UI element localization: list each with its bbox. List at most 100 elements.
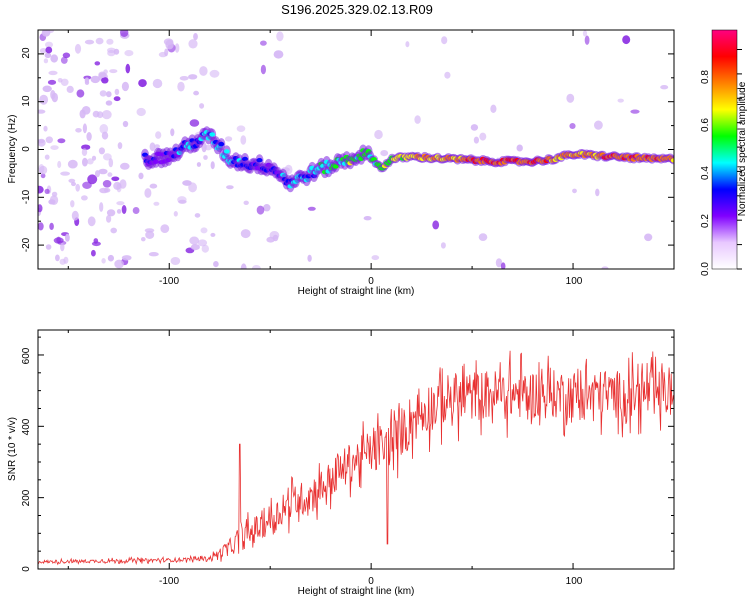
spectrogram-noise-blob bbox=[38, 164, 45, 174]
spectrogram-noise-blob bbox=[60, 242, 65, 252]
spectrogram-noise-blob bbox=[263, 204, 271, 212]
spectrogram-noise-blob bbox=[101, 131, 109, 140]
spectrogram-noise-blob bbox=[38, 139, 45, 144]
spectrogram-noise-blob bbox=[178, 199, 187, 204]
spectrogram-noise-blob bbox=[154, 144, 160, 149]
spectrogram-noise-blob bbox=[74, 43, 82, 54]
spectrogram-noise-blob bbox=[99, 202, 104, 212]
spectrogram-y-label: Frequency (Hz) bbox=[7, 115, 18, 184]
spectrogram-noise-blob bbox=[193, 33, 198, 41]
spectrogram-noise-blob bbox=[148, 252, 159, 257]
spectrogram-noise-blob bbox=[99, 90, 107, 97]
spectrogram-noise-blob bbox=[121, 81, 129, 92]
spectrogram-noise-blob bbox=[50, 145, 59, 151]
spectrogram-noise-blob bbox=[405, 41, 410, 48]
spectrogram-noise-blob bbox=[101, 77, 109, 84]
spectrogram-noise-blob bbox=[209, 69, 220, 78]
spectrogram-noise-blob bbox=[210, 232, 216, 237]
spectrogram-noise-blob bbox=[86, 132, 92, 141]
spectrogram-noise-blob bbox=[42, 85, 52, 93]
spectrogram-noise-blob bbox=[414, 115, 421, 124]
colorbar-tick-0.6: 0.6 bbox=[700, 118, 711, 132]
spectrogram-noise-blob bbox=[57, 160, 62, 169]
spectrogram-noise-blob bbox=[50, 54, 58, 63]
spectrogram-noise-blob bbox=[145, 230, 155, 239]
spectrogram-noise-blob bbox=[101, 110, 112, 120]
spectrogram-noise-blob bbox=[106, 91, 112, 98]
colorbar-tick-0.2: 0.2 bbox=[700, 214, 711, 228]
spectrogram-noise-blob bbox=[107, 172, 113, 177]
spectrogram-noise-blob bbox=[260, 40, 267, 46]
spectrogram-noise-blob bbox=[644, 233, 653, 242]
spectrogram-noise-blob bbox=[190, 244, 200, 251]
spectrogram-noise-blob bbox=[594, 120, 603, 130]
spectrogram-ridge-core bbox=[332, 164, 339, 169]
spectrogram-noise-blob bbox=[272, 234, 279, 242]
snr-y-tick-200: 200 bbox=[21, 489, 32, 506]
spectrogram-noise-blob bbox=[86, 158, 94, 165]
snr-series-line bbox=[38, 350, 674, 566]
spectrogram-noise-blob bbox=[114, 88, 120, 96]
spectrogram-noise-blob bbox=[43, 125, 48, 132]
spectrogram-noise-blob bbox=[138, 79, 147, 88]
spectrogram-y-tick-10: 10 bbox=[21, 95, 32, 107]
spectrogram-noise-blob bbox=[106, 209, 116, 217]
spectrogram-noise-blob bbox=[44, 52, 52, 59]
spectrogram-noise-blob bbox=[479, 132, 487, 141]
spectrogram-noise-blob bbox=[99, 123, 109, 134]
spectrogram-noise-blob bbox=[201, 244, 209, 253]
spectrogram-noise-blob bbox=[113, 181, 122, 190]
snr-x-tick-m100: -100 bbox=[159, 576, 179, 587]
spectrogram-noise-blob bbox=[51, 191, 58, 197]
spectrogram-noise-blob bbox=[179, 76, 189, 81]
spectrogram-noise-blob bbox=[60, 78, 69, 87]
spectrogram-noise-blob bbox=[473, 136, 479, 144]
spectrogram-noise-blob bbox=[106, 215, 112, 223]
figure-title: S196.2025.329.02.13.R09 bbox=[281, 2, 433, 17]
spectrogram-noise-blob bbox=[141, 237, 146, 242]
spectrogram-noise-blob bbox=[82, 181, 92, 189]
spectrogram-noise-blob bbox=[240, 229, 251, 239]
spectrogram-x-tick-100: 100 bbox=[566, 276, 583, 287]
spectrogram-y-tick-20: 20 bbox=[21, 47, 32, 59]
spectrogram-y-tick-0: 0 bbox=[21, 146, 32, 152]
snr-ticks bbox=[38, 330, 675, 570]
spectrogram-ticks bbox=[38, 29, 675, 270]
spectrogram-noise-blob bbox=[102, 180, 112, 188]
spectrogram-noise-blob bbox=[495, 258, 503, 268]
spectrogram-y-tick-m10: -10 bbox=[21, 189, 32, 204]
spectrogram-noise-blob bbox=[45, 46, 53, 54]
spectrogram-noise-blob bbox=[226, 185, 234, 190]
spectrogram-noise-blob bbox=[470, 124, 479, 131]
spectrogram-noise-blob bbox=[363, 216, 372, 221]
spectrogram-noise-blob bbox=[93, 238, 99, 244]
spectrogram-noise-blob bbox=[55, 254, 60, 262]
spectrogram-noise-blob bbox=[87, 174, 98, 185]
spectrogram-noise-blob bbox=[177, 81, 185, 92]
spectrogram-noise-blob bbox=[149, 183, 158, 189]
spectrogram-noise-blob bbox=[75, 183, 80, 192]
spectrogram-noise-blob bbox=[67, 159, 78, 169]
colorbar-tick-0.8: 0.8 bbox=[700, 70, 711, 84]
spectrogram-noise-blob bbox=[225, 136, 233, 142]
spectrogram-noise-blob bbox=[441, 36, 448, 45]
colorbar-label: Normalized spectral amplitude bbox=[737, 81, 748, 216]
spectrogram-noise-blob bbox=[478, 233, 488, 242]
spectrogram-noise-blob bbox=[38, 185, 44, 194]
spectrogram-noise-blob bbox=[276, 31, 284, 42]
spectrogram-noise-blob bbox=[197, 239, 208, 247]
colorbar-tick-0.4: 0.4 bbox=[700, 166, 711, 180]
spectrogram-noise-blob bbox=[125, 63, 131, 74]
spectrogram-noise-blob bbox=[82, 123, 87, 134]
spectrogram-noise-blob bbox=[193, 90, 200, 96]
spectrogram-noise-blob bbox=[120, 30, 129, 37]
spectrogram-noise-blob bbox=[38, 222, 44, 231]
spectrogram-noise-blob bbox=[163, 38, 174, 46]
spectrogram-noise-blob bbox=[81, 195, 88, 201]
spectrogram-noise-blob bbox=[138, 172, 144, 180]
spectrogram-noise-blob bbox=[39, 48, 47, 54]
spectrogram-noise-blob bbox=[38, 109, 46, 114]
spectrogram-noise-blob bbox=[196, 162, 201, 167]
spectrogram-noise-blob bbox=[91, 155, 97, 161]
spectrogram-y-tick-m20: -20 bbox=[21, 237, 32, 252]
